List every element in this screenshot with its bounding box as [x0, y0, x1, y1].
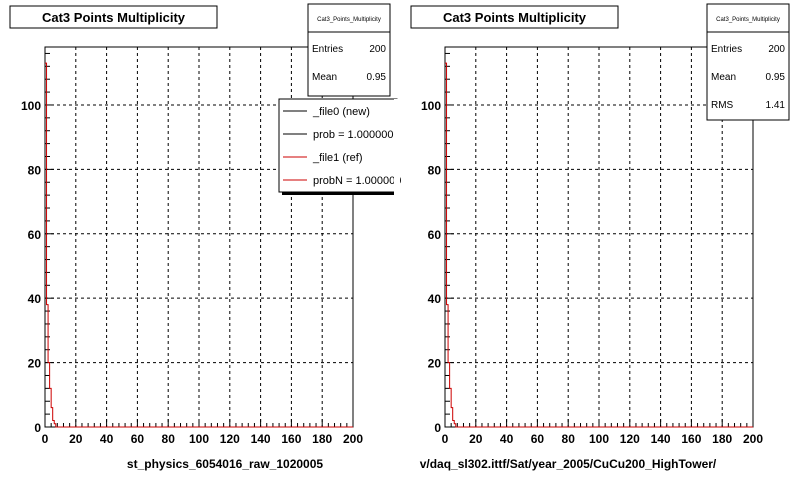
x-tick-label: 100: [189, 432, 209, 446]
stats-label: Entries: [312, 44, 343, 55]
x-tick-label: 180: [712, 432, 732, 446]
y-tick-label: 40: [428, 292, 442, 306]
x-tick-label: 180: [312, 432, 332, 446]
chart-title-box: [9, 5, 218, 29]
series-line: [45, 62, 353, 428]
x-tick-label: 200: [743, 432, 763, 446]
x-tick-label: 20: [469, 432, 483, 446]
x-tick-label: 40: [100, 432, 114, 446]
x-tick-label: 80: [162, 432, 176, 446]
y-tick-label: 60: [428, 228, 442, 242]
y-tick-label: 100: [21, 99, 41, 113]
stats-box: [307, 3, 391, 97]
x-tick-label: 120: [220, 432, 240, 446]
y-tick-label: 80: [28, 163, 42, 177]
stats-value: 0.95: [367, 72, 387, 83]
stats-value: 200: [768, 44, 785, 55]
legend-label: prob = 1.000000: [313, 129, 393, 141]
y-tick-label: 40: [28, 292, 42, 306]
stats-label: Entries: [711, 44, 742, 55]
x-axis-label: st_physics_6054016_raw_1020005: [127, 457, 323, 471]
stats-title: Cat3_Points_Multiplicity: [317, 17, 381, 23]
x-tick-label: 60: [131, 432, 145, 446]
x-tick-label: 120: [620, 432, 640, 446]
x-tick-label: 0: [42, 432, 49, 446]
x-tick-label: 40: [500, 432, 514, 446]
chart-title: Cat3 Points Multiplicity: [42, 10, 186, 25]
stats-value: 0.95: [766, 72, 786, 83]
stats-value: 200: [369, 44, 386, 55]
x-tick-label: 20: [69, 432, 83, 446]
chart-panel-2: 0 20 40 60 80 100 120 140 160 180 200 0 20 40 60 80 100 C…: [410, 3, 790, 471]
stats-title: Cat3_Points_Multiplicity: [716, 17, 780, 23]
chart-panel-1: 0 20 40 60 80 100 120 140 160 180 200 0 20 40 60 80 100 C…: [9, 3, 401, 471]
legend-label: _file0 (new): [312, 106, 370, 118]
legend-label: probN = 1.000000: [313, 175, 401, 187]
x-tick-label: 160: [681, 432, 701, 446]
chart-title-box: [410, 5, 619, 29]
y-tick-label: 0: [434, 421, 441, 435]
y-tick-label: 0: [34, 421, 41, 435]
x-axis-label: v/daq_sl302.ittf/Sat/year_2005/CuCu200_H…: [420, 457, 717, 471]
x-tick-label: 100: [589, 432, 609, 446]
stats-value: 1.41: [766, 100, 786, 111]
y-tick-label: 100: [421, 99, 441, 113]
x-tick-label: 60: [531, 432, 545, 446]
y-tick-label: 20: [28, 357, 42, 371]
x-tick-label: 160: [281, 432, 301, 446]
y-tick-label: 80: [428, 163, 442, 177]
series-line: [445, 62, 753, 428]
stats-label: RMS: [711, 100, 734, 111]
chart-title: Cat3 Points Multiplicity: [443, 10, 587, 25]
x-tick-label: 140: [651, 432, 671, 446]
legend-box: [278, 98, 398, 193]
x-tick-label: 140: [251, 432, 271, 446]
x-tick-label: 80: [562, 432, 576, 446]
y-tick-label: 20: [428, 357, 442, 371]
x-tick-label: 0: [442, 432, 449, 446]
x-tick-label: 200: [343, 432, 363, 446]
stats-label: Mean: [711, 72, 736, 83]
stats-box: [706, 3, 790, 121]
stats-label: Mean: [312, 72, 337, 83]
y-tick-label: 60: [28, 228, 42, 242]
legend-label: _file1 (ref): [312, 152, 363, 164]
legend-clip: [394, 99, 400, 195]
plot-frame: [444, 46, 754, 428]
